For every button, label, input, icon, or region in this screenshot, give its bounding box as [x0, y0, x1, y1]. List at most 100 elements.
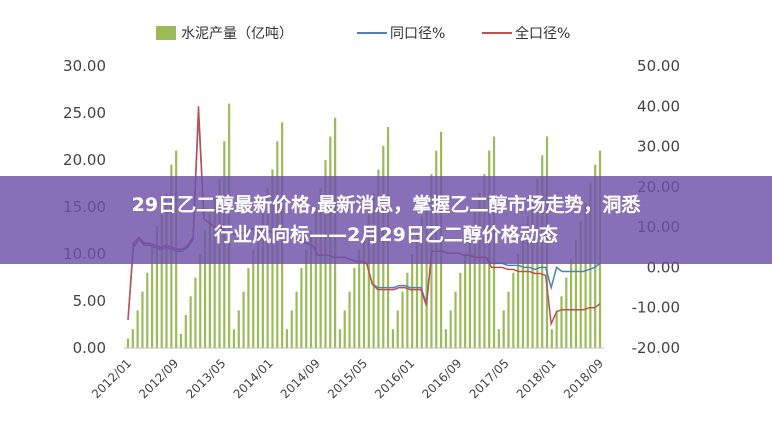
bar: [411, 254, 414, 348]
bar: [305, 249, 308, 348]
bar: [396, 310, 399, 348]
bar: [391, 329, 394, 348]
bar: [526, 216, 529, 348]
bar: [309, 230, 313, 348]
bar: [252, 249, 255, 348]
bar: [150, 244, 154, 348]
bar: [266, 188, 269, 348]
bar: [502, 310, 505, 348]
bar: [473, 211, 476, 348]
bar: [401, 291, 404, 348]
bar: [300, 268, 303, 348]
y-right-tick-label: -10.00: [632, 299, 680, 317]
bar: [517, 254, 520, 348]
bar: [319, 188, 322, 348]
bar: [203, 230, 207, 348]
bar: [194, 277, 197, 348]
y-right-tick-label: 50.00: [637, 57, 680, 75]
y-left-tick-label: 5.00: [73, 292, 106, 310]
bar: [348, 291, 351, 348]
legend-swatch-bars: [156, 26, 176, 40]
x-tick-label: 2015/05: [325, 356, 370, 401]
bar: [338, 329, 342, 348]
bar: [497, 329, 500, 348]
bar: [406, 272, 409, 348]
bar: [444, 329, 447, 348]
bar: [550, 329, 553, 348]
bar: [507, 291, 510, 348]
bar: [579, 221, 582, 348]
bar: [136, 310, 139, 348]
y-left-tick-label: 25.00: [63, 104, 106, 122]
bar: [570, 258, 573, 348]
bar: [314, 207, 317, 348]
bar: [126, 338, 130, 348]
bar: [189, 296, 192, 348]
x-tick-label: 2018/01: [514, 356, 559, 401]
bar: [208, 211, 211, 348]
bar: [247, 268, 250, 348]
x-tick-label: 2012/09: [136, 356, 181, 401]
bar: [555, 310, 558, 348]
bar: [468, 230, 472, 348]
bar: [478, 192, 481, 348]
bar: [464, 254, 467, 348]
x-tick-label: 2013/05: [183, 356, 228, 401]
y-right-tick-label: 30.00: [637, 138, 680, 156]
x-tick-label: 2012/01: [89, 356, 134, 401]
bar: [589, 183, 592, 348]
bar: [285, 329, 289, 348]
bar: [358, 249, 361, 348]
bar: [199, 254, 202, 348]
y-right-tick-label: -20.00: [632, 339, 680, 357]
bar: [565, 277, 568, 348]
legend-label-same: 同口径%: [390, 26, 445, 42]
bar: [574, 239, 578, 348]
bar: [454, 291, 457, 348]
bar: [165, 192, 168, 348]
bar: [155, 225, 158, 348]
bar: [184, 315, 187, 348]
bar: [521, 235, 525, 348]
y-left-tick-label: 20.00: [63, 151, 106, 169]
bar: [242, 291, 245, 348]
y-left-tick-label: 30.00: [63, 57, 106, 75]
x-tick-label: 2017/05: [467, 356, 512, 401]
x-tick-label: 2016/09: [419, 356, 464, 401]
legend: 水泥产量（亿吨） 同口径% 全口径%: [156, 25, 570, 42]
bar: [213, 197, 216, 348]
bar: [362, 230, 366, 348]
bar: [261, 207, 264, 348]
x-tick-label: 2018/09: [561, 356, 606, 401]
legend-label-full: 全口径%: [515, 25, 570, 42]
bar: [425, 197, 428, 348]
bar: [160, 211, 163, 348]
bar: [146, 272, 149, 348]
headline-banner: 29日乙二醇最新价格,最新消息，掌握乙二醇市场走势，洞悉 行业风向标——2月29…: [0, 176, 772, 264]
y-right-tick-label: 40.00: [637, 97, 680, 115]
bar: [512, 272, 515, 348]
bar: [353, 268, 356, 348]
x-tick-label: 2014/09: [278, 356, 323, 401]
x-tick-label: 2016/01: [372, 356, 417, 401]
x-tick-label: 2014/01: [231, 356, 276, 401]
bar: [367, 211, 370, 348]
bar: [237, 310, 240, 348]
bar: [290, 310, 293, 348]
bar: [131, 329, 134, 348]
bar: [584, 202, 587, 348]
bar: [372, 192, 375, 348]
bar: [295, 291, 298, 348]
bar: [459, 272, 462, 348]
bar: [560, 296, 563, 348]
bar: [420, 216, 423, 348]
bar: [256, 225, 260, 348]
bar: [415, 235, 419, 348]
bar: [449, 310, 452, 348]
bar: [232, 329, 236, 348]
bar: [343, 310, 346, 348]
y-left-tick-label: 0.00: [73, 339, 106, 357]
legend-label-bars: 水泥产量（亿吨）: [181, 26, 293, 42]
headline-line-2: 行业风向标——2月29日乙二醇价格动态: [214, 224, 558, 246]
